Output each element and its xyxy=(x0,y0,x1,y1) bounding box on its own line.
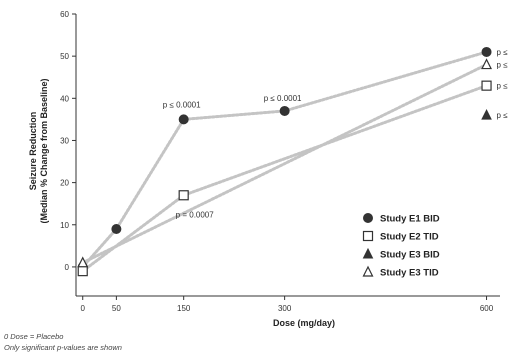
footnote-placebo: 0 Dose = Placebo xyxy=(4,332,64,341)
p-value-annotation: p ≤ 0.0001 xyxy=(264,94,302,103)
legend-label-4: Study E3 TID xyxy=(380,268,439,279)
y-tick-label: 60 xyxy=(60,10,69,19)
legend-marker-2 xyxy=(362,230,374,242)
series-2-point xyxy=(178,190,189,201)
p-value-annotation: p ≤ 0.00 xyxy=(497,111,510,120)
p-value-annotation: p ≤ 0.0001 xyxy=(163,100,201,109)
series-1-point xyxy=(111,223,122,234)
y-tick-label: 10 xyxy=(60,221,69,230)
p-value-annotation: p ≤ 0.00 xyxy=(497,82,510,91)
series-1-point xyxy=(279,105,290,116)
markers xyxy=(77,46,493,277)
p-value-annotation: p = 0.0007 xyxy=(176,210,215,219)
x-tick-label: 300 xyxy=(278,304,292,313)
p-value-annotation: p ≤ 0.00 xyxy=(497,61,510,70)
y-axis-title-line2: (Median % Change from Baseline) xyxy=(39,78,49,223)
legend-label-3: Study E3 BID xyxy=(380,250,440,261)
y-tick-label: 30 xyxy=(60,136,69,145)
x-tick-label: 600 xyxy=(480,304,494,313)
legend-marker-4 xyxy=(362,265,374,277)
series-4-point xyxy=(481,58,493,70)
x-tick-label: 0 xyxy=(81,304,86,313)
series-4-point xyxy=(77,256,89,268)
y-axis-title-line1: Seizure Reduction xyxy=(28,112,38,191)
legend: Study E1 BID Study E2 TID Study E3 BID Stud… xyxy=(362,213,440,279)
x-axis-title: Dose (mg/day) xyxy=(273,318,335,328)
series-2-point xyxy=(77,266,88,277)
series-3-point xyxy=(481,109,492,120)
footnote-significance: Only significant p-values are shown xyxy=(4,343,122,352)
legend-label-1: Study E1 BID xyxy=(380,214,440,225)
annotations: p ≤ 0.0001 p ≤ 0.0001 p = 0.0007 p ≤ 0.00 p … xyxy=(163,48,510,219)
y-tick-label: 0 xyxy=(65,263,70,272)
series-1-point xyxy=(178,114,189,125)
legend-label-2: Study E2 TID xyxy=(380,232,439,243)
series-2-point xyxy=(481,80,492,91)
legend-marker-1 xyxy=(363,213,373,223)
x-tick-label: 50 xyxy=(112,304,121,313)
y-tick-label: 40 xyxy=(60,94,69,103)
series-1-point xyxy=(481,46,492,57)
legend-marker-3 xyxy=(362,247,374,259)
series-line-4 xyxy=(81,63,489,265)
y-tick-label: 50 xyxy=(60,52,69,61)
p-value-annotation: p ≤ 0.00 xyxy=(497,48,510,57)
y-tick-label: 20 xyxy=(60,179,69,188)
x-tick-label: 150 xyxy=(177,304,191,313)
